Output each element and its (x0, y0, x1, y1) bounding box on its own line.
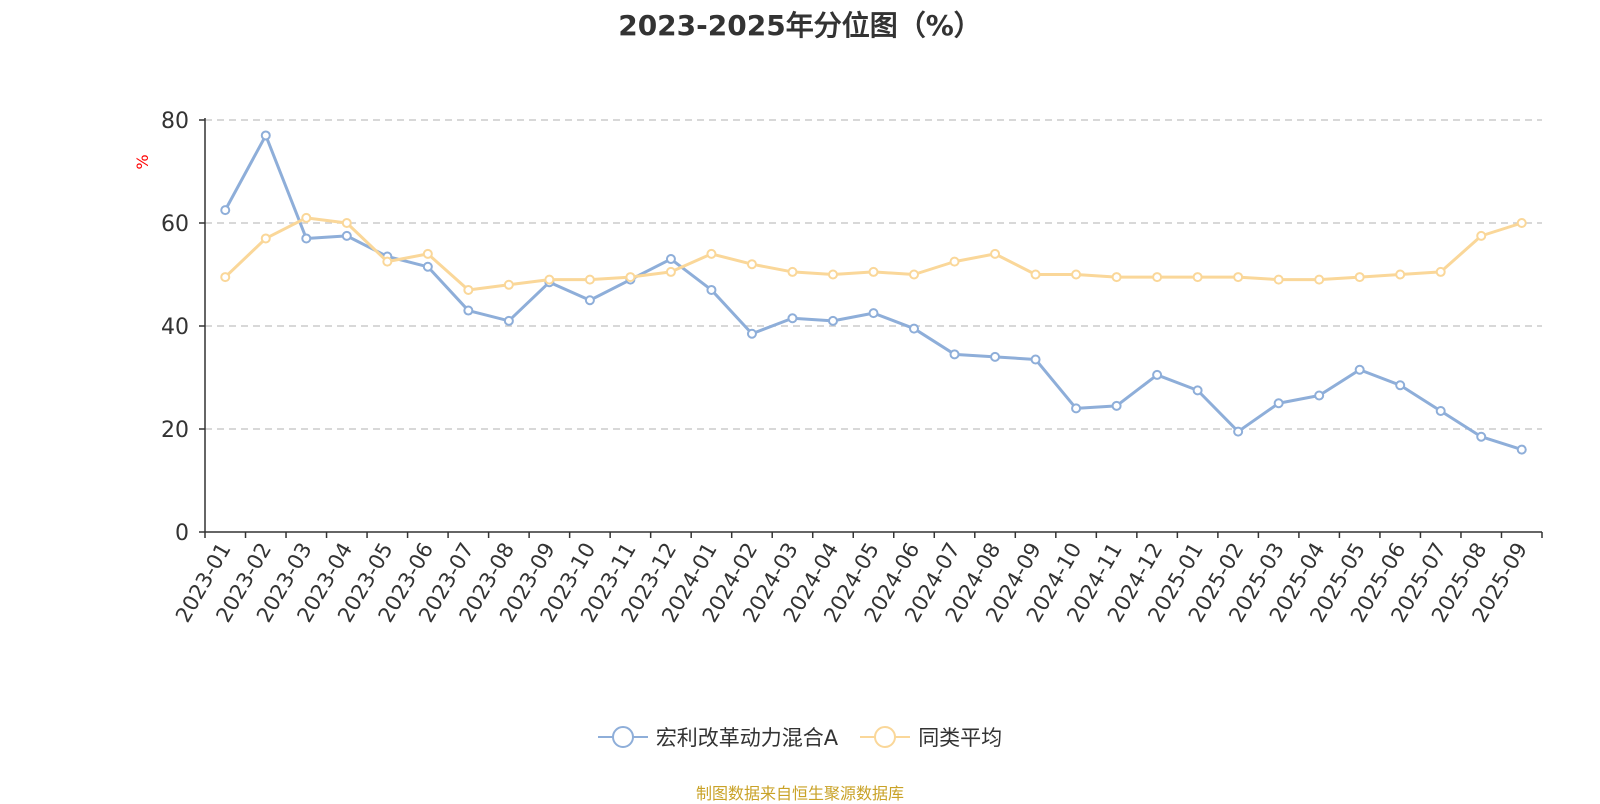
series-2-point (463, 284, 474, 295)
series-2-point (584, 274, 595, 285)
y-axis-label: % (133, 154, 152, 169)
y-tick-label: 60 (161, 212, 189, 237)
series-2-point (1071, 269, 1082, 280)
series-2-point (909, 269, 920, 280)
series-1-point (665, 254, 676, 265)
series-2-point (949, 256, 960, 267)
series-1-point (706, 284, 717, 295)
series-2-point (1476, 230, 1487, 241)
series-1-point (949, 349, 960, 360)
series-1-point (1314, 390, 1325, 401)
series-1-line (223, 133, 1523, 452)
series-2-point (990, 248, 1001, 259)
series-1-point (1354, 364, 1365, 375)
y-tick-label: 40 (161, 315, 189, 340)
series-2-point (665, 266, 676, 277)
series-1-point (909, 323, 920, 334)
series-2-point (220, 272, 231, 283)
series-1-point (1030, 354, 1041, 365)
series-2-point (503, 279, 514, 290)
series-2-point (1516, 218, 1527, 228)
series-2-point (1030, 269, 1041, 280)
legend-label-series-2: 同类平均 (918, 726, 1003, 750)
legend-item-series-1[interactable]: 宏利改革动力混合A (597, 722, 839, 752)
series-1-point (422, 261, 433, 272)
legend-label-series-1: 宏利改革动力混合A (655, 726, 839, 750)
series-2-line (224, 216, 1523, 292)
series-1-point (1435, 405, 1446, 416)
legend-item-series-2[interactable]: 同类平均 (860, 722, 1002, 752)
series-2-point (1273, 274, 1284, 285)
series-1-point (990, 351, 1001, 362)
series-1-point (503, 315, 514, 326)
series-2-point (625, 272, 636, 283)
series-1-point (1152, 369, 1163, 380)
series-1-point (301, 233, 312, 244)
series-2-point (544, 274, 555, 285)
series-1-point (787, 313, 798, 324)
series-1-point (1516, 444, 1527, 455)
series-2-point (1314, 274, 1325, 285)
series-2-point (1111, 272, 1122, 283)
series-2-point (787, 266, 798, 277)
series-1-point (1111, 400, 1122, 411)
series-1-point (1476, 431, 1487, 442)
series-2-point (868, 266, 879, 277)
series-2-point (301, 212, 312, 223)
series-1-point (746, 328, 757, 339)
series-1-point (868, 308, 879, 319)
series-2-point (260, 233, 271, 244)
series-2-point (382, 256, 393, 267)
legend-marker-series-1-icon (597, 726, 648, 748)
series-1-point (260, 130, 271, 141)
series-1-point (1395, 380, 1406, 391)
series-1-point (1192, 385, 1203, 396)
legend-marker-series-2-icon (860, 726, 911, 748)
series-1-point (584, 295, 595, 306)
series-1-point (1233, 426, 1244, 437)
series-2-point (1233, 272, 1244, 283)
series-2-point (1435, 266, 1446, 277)
series-2-point (827, 269, 838, 280)
series-2-point (1395, 269, 1406, 280)
y-tick-label: 0 (175, 521, 189, 546)
series-1-point (1071, 403, 1082, 414)
series-2-point (1192, 272, 1203, 283)
series-2-point (706, 248, 717, 259)
legend: 宏利改革动力混合A 同类平均 (0, 722, 1600, 752)
series-2-point (1152, 272, 1163, 283)
series-1-point (1273, 398, 1284, 409)
series-1-point (827, 315, 838, 326)
series-2-point (422, 248, 433, 259)
series-1-point (220, 205, 231, 216)
series-1-point (463, 305, 474, 316)
source-note: 制图数据来自恒生聚源数据库 (695, 784, 904, 803)
chart-title: 2023-2025年分位图（%） (618, 9, 982, 42)
series-2-point (1354, 272, 1365, 283)
y-tick-label: 80 (161, 109, 189, 134)
series-2-point (341, 218, 352, 228)
series-2-point (746, 259, 757, 270)
series-1-point (341, 230, 352, 241)
y-tick-label: 20 (161, 418, 189, 443)
